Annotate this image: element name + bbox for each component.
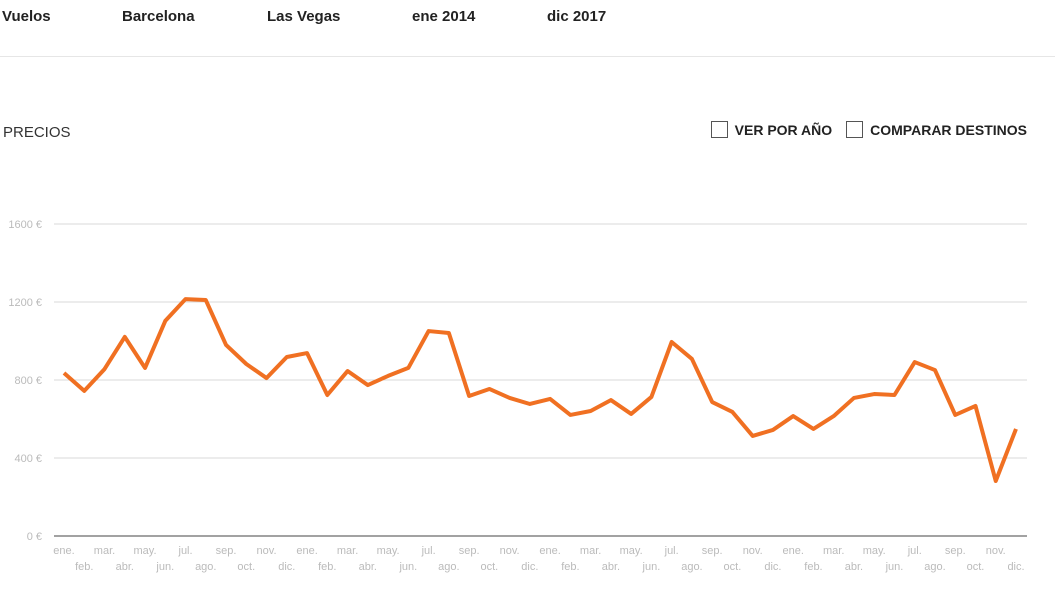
field-value: Barcelona [122,8,195,25]
checkbox-box[interactable] [710,121,728,138]
x-tick-label: feb. [75,561,93,573]
x-tick-label: mar. [823,545,844,557]
x-tick-label: oct. [237,561,255,573]
x-tick-label: ene. [296,545,317,557]
x-tick-label: ago. [438,561,459,573]
checkbox-label[interactable]: COMPARAR DESTINOS [870,121,1027,138]
x-tick-label: oct. [967,561,985,573]
checkbox-box[interactable] [846,121,864,138]
top-bar: Vuelos Barcelona Las Vegas ene 2014 dic … [0,0,1055,57]
x-tick-label: ago. [195,561,216,573]
x-tick-label: jul. [421,545,436,557]
x-tick-label: feb. [561,561,579,573]
x-tick-label: ene. [53,545,74,557]
y-tick-label: 400 € [14,453,42,465]
field-value: ene 2014 [412,8,476,25]
x-tick-label: ene. [539,545,560,557]
checkbox-label[interactable]: VER POR AÑO [734,121,833,138]
chart-title: PRECIOS [3,124,71,141]
x-tick-label: sep. [945,545,966,557]
x-tick-label: feb. [318,561,336,573]
x-tick-label: may. [377,545,400,557]
x-tick-label: mar. [580,545,601,557]
field-value: Las Vegas [267,8,341,25]
field-value: Vuelos [2,8,51,25]
checkbox[interactable]: VER POR AÑO [710,121,833,138]
field-value: dic 2017 [547,8,607,25]
x-tick-label: may. [620,545,643,557]
x-tick-label: abr. [116,561,134,573]
controls: VER POR AÑO COMPARAR DESTINOS [710,121,1027,138]
x-tick-label: may. [134,545,157,557]
x-tick-label: mar. [94,545,115,557]
x-tick-label: sep. [459,545,480,557]
x-tick-label: dic. [1007,561,1024,573]
x-tick-label: dic. [764,561,781,573]
x-tick-label: jun. [398,561,417,573]
x-tick-label: abr. [602,561,620,573]
x-tick-label: dic. [521,561,538,573]
y-tick-label: 1600 € [8,219,42,231]
y-tick-label: 1200 € [8,297,42,309]
x-tick-label: dic. [278,561,295,573]
x-tick-label: jul. [907,545,922,557]
x-tick-label: abr. [359,561,377,573]
x-tick-label: abr. [845,561,863,573]
x-tick-label: jul. [178,545,193,557]
x-tick-label: may. [863,545,886,557]
x-tick-label: oct. [480,561,498,573]
x-tick-label: mar. [337,545,358,557]
x-tick-label: nov. [743,545,763,557]
x-tick-label: nov. [500,545,520,557]
x-tick-label: ene. [782,545,803,557]
x-tick-label: feb. [804,561,822,573]
x-tick-label: nov. [986,545,1006,557]
x-tick-label: ago. [924,561,945,573]
checkbox[interactable]: COMPARAR DESTINOS [846,121,1027,138]
x-tick-label: sep. [702,545,723,557]
y-tick-label: 0 € [27,531,42,543]
x-tick-label: nov. [257,545,277,557]
x-tick-label: jul. [664,545,679,557]
y-tick-label: 800 € [14,375,42,387]
x-tick-label: jun. [885,561,904,573]
x-tick-label: jun. [155,561,174,573]
x-tick-label: ago. [681,561,702,573]
price-line [62,297,1018,484]
x-tick-label: oct. [724,561,742,573]
x-tick-label: jun. [642,561,661,573]
x-tick-label: sep. [216,545,237,557]
